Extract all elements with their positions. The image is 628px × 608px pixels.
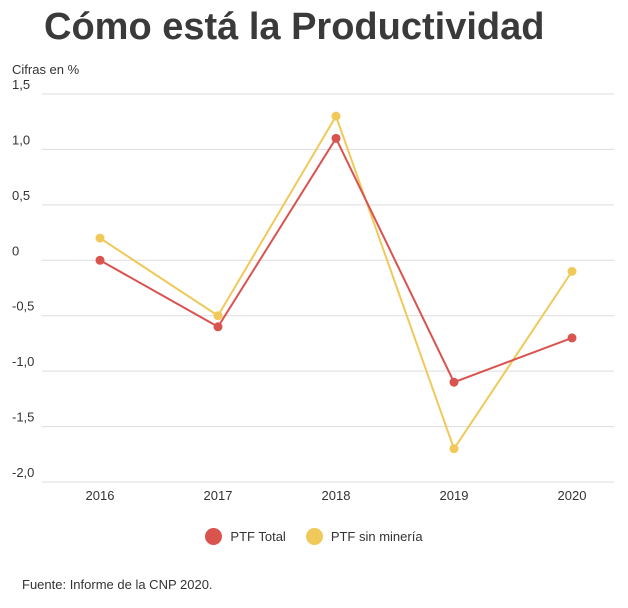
legend-item-ptf-sin-mineria[interactable]: PTF sin minería xyxy=(305,528,423,545)
y-tick-label: -2,0 xyxy=(12,465,34,480)
data-point[interactable] xyxy=(567,266,577,276)
x-tick-label: 2019 xyxy=(440,488,469,503)
source-note: Fuente: Informe de la CNP 2020. xyxy=(22,577,213,592)
data-point[interactable] xyxy=(331,133,341,143)
x-tick-label: 2016 xyxy=(86,488,115,503)
data-point[interactable] xyxy=(95,233,105,243)
legend-label: PTF sin minería xyxy=(330,529,423,544)
legend: PTF Total PTF sin minería xyxy=(0,528,628,545)
x-tick-label: 2017 xyxy=(204,488,233,503)
legend-dot-icon xyxy=(205,528,223,545)
series-layer xyxy=(95,111,577,454)
data-point[interactable] xyxy=(331,111,341,121)
y-tick-label: -0,5 xyxy=(12,299,34,314)
x-axis-labels: 2016 2017 2018 2019 2020 xyxy=(86,488,587,503)
legend-label: PTF Total xyxy=(230,529,286,544)
unit-label: Cifras en % xyxy=(12,62,80,77)
legend-item-ptf-total[interactable]: PTF Total xyxy=(205,528,286,545)
y-tick-label: 0 xyxy=(12,243,19,258)
y-tick-label: 0,5 xyxy=(12,188,30,203)
data-point[interactable] xyxy=(213,322,223,332)
y-axis-labels: 1,5 1,0 0,5 0 -0,5 -1,0 -1,5 -2,0 xyxy=(12,77,34,480)
data-point[interactable] xyxy=(449,444,459,454)
x-tick-label: 2020 xyxy=(558,488,587,503)
line-chart: 1,51,00,50-0,5-1,0-1,5-2,0 2016 2017 2018 2… xyxy=(12,77,614,503)
y-tick-label: 1,5 xyxy=(12,77,30,92)
data-point[interactable] xyxy=(567,333,577,343)
data-point[interactable] xyxy=(95,255,105,265)
y-tick-label: 1,0 xyxy=(12,132,30,147)
y-tick-label: -1,0 xyxy=(12,354,34,369)
data-point[interactable] xyxy=(213,311,223,321)
legend-dot-icon xyxy=(305,528,323,545)
series-line-1 xyxy=(99,113,573,451)
y-tick-label: -1,5 xyxy=(12,410,34,425)
data-point[interactable] xyxy=(449,377,459,387)
x-tick-label: 2018 xyxy=(322,488,351,503)
chart-title: Cómo está la Productividad xyxy=(44,6,545,48)
